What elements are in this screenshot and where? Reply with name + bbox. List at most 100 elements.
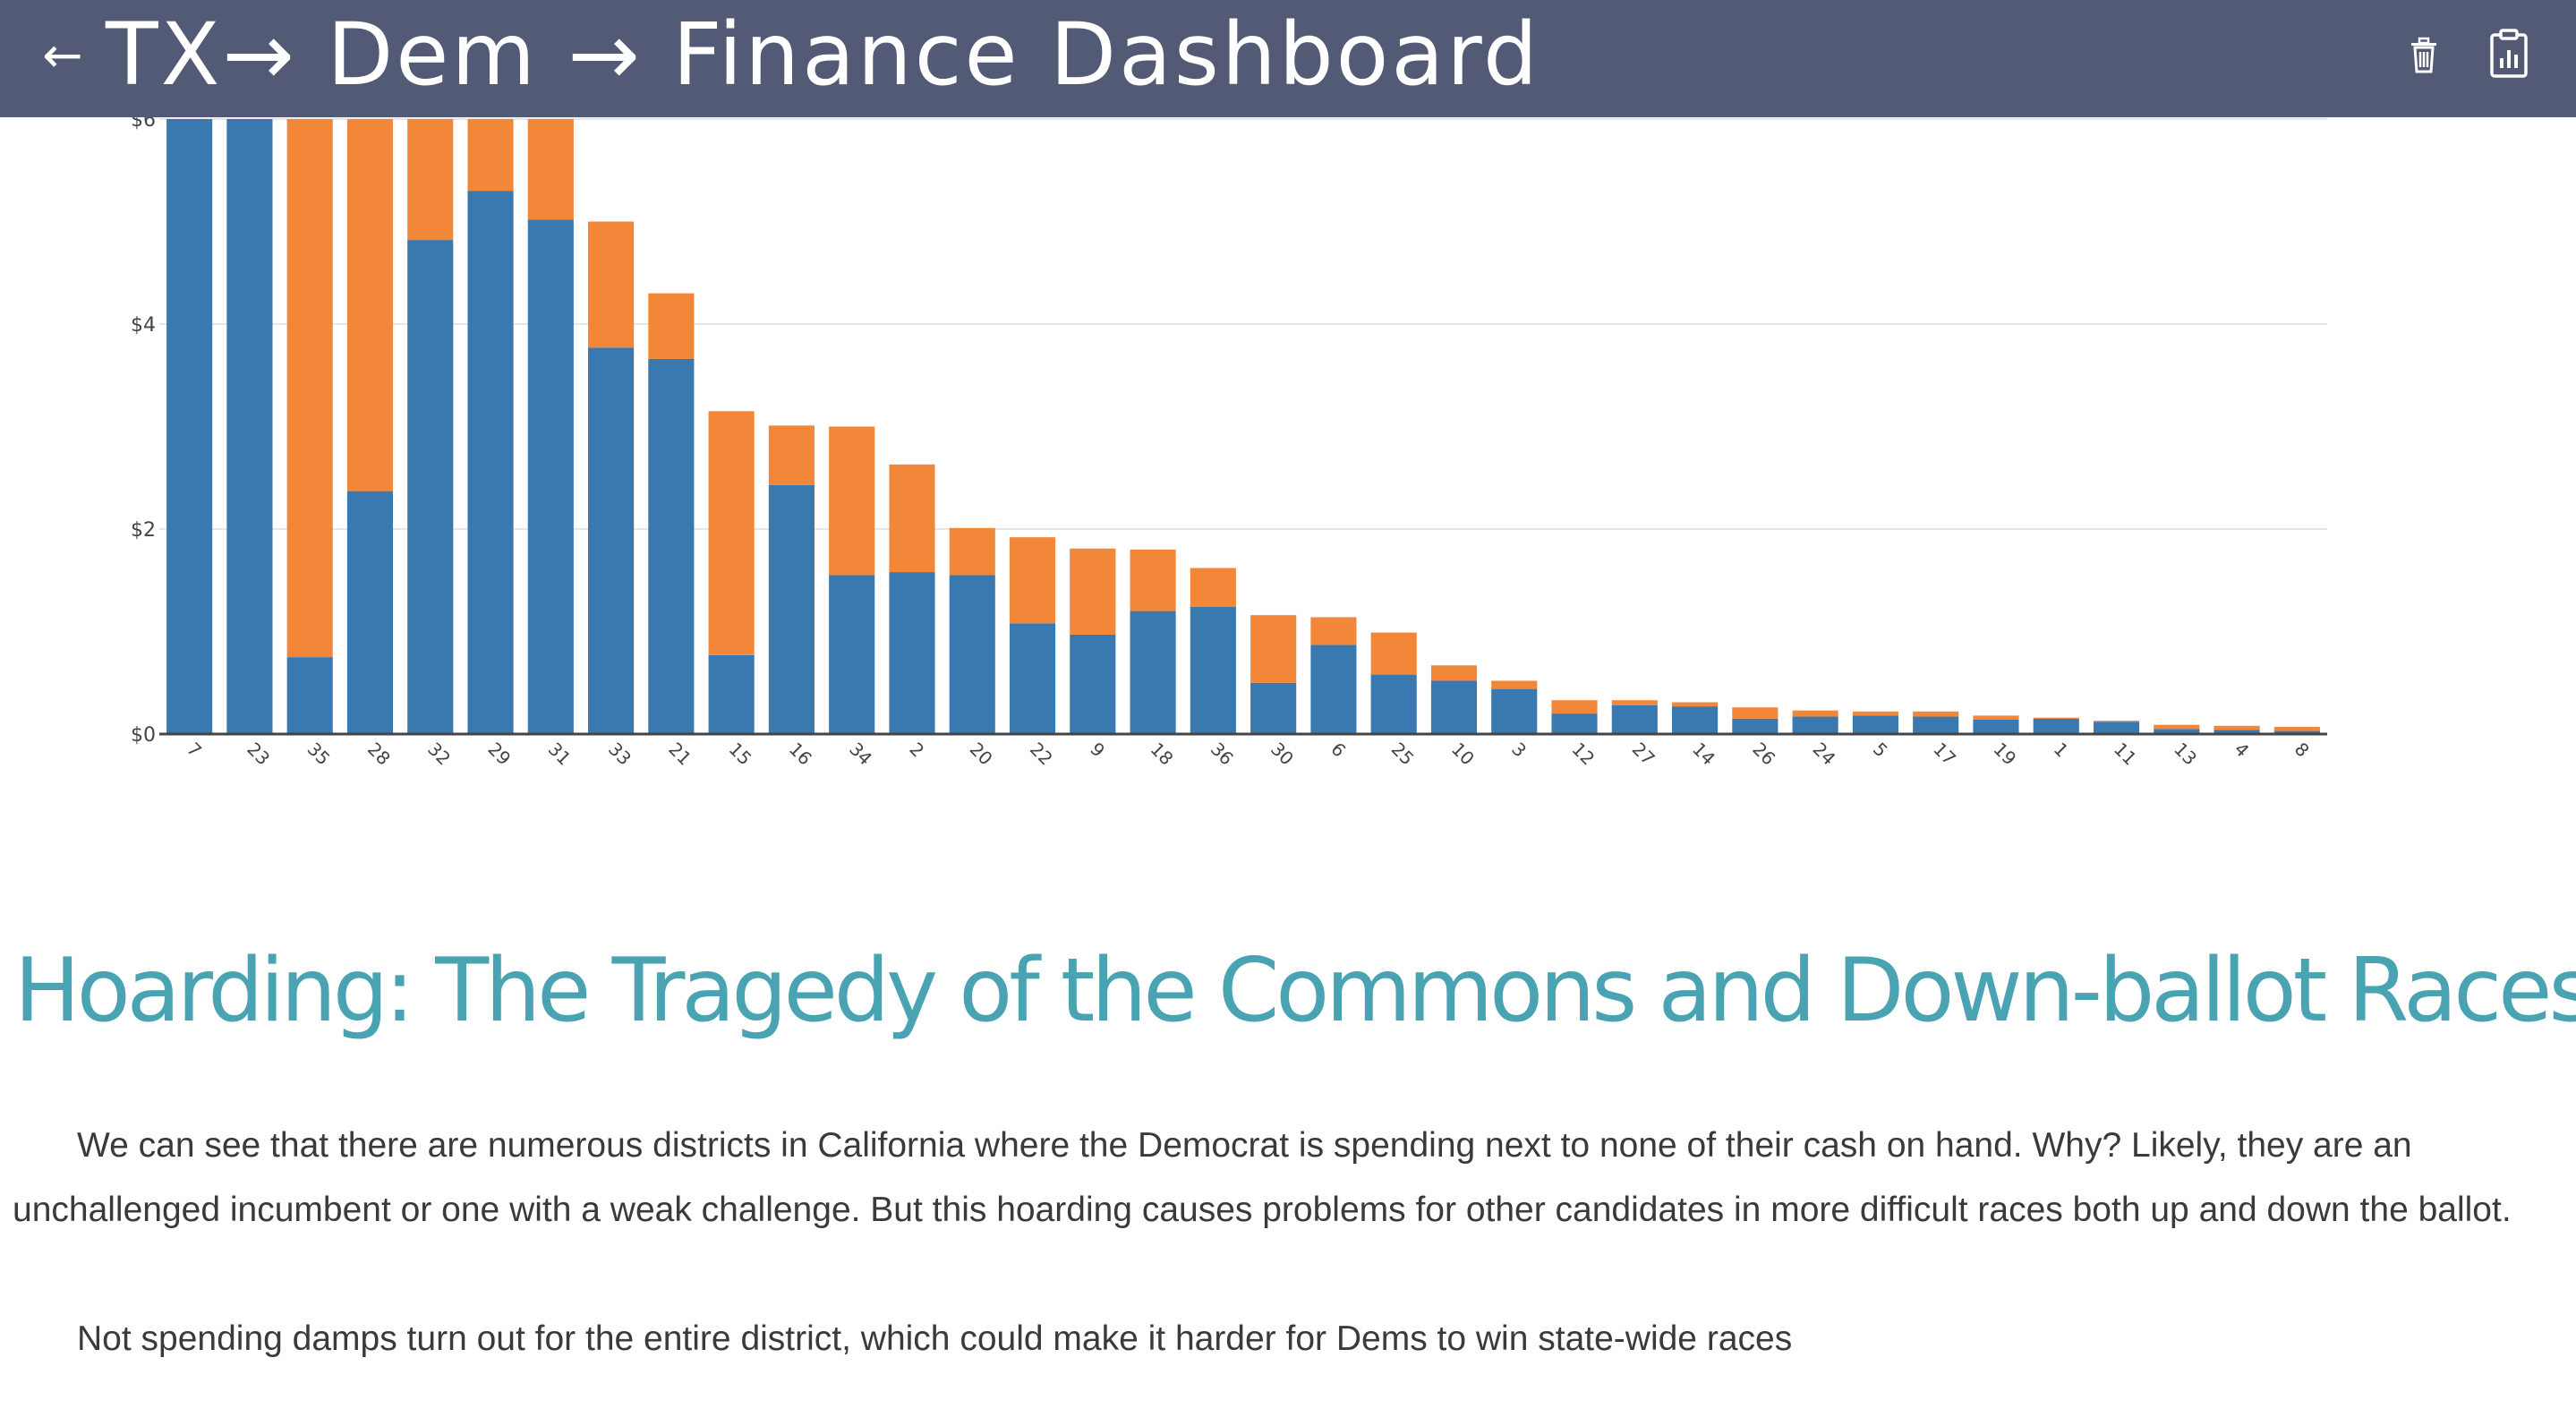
bar-segment bbox=[1852, 715, 1898, 734]
x-tick-label: 23 bbox=[243, 739, 274, 770]
bar-segment bbox=[1491, 688, 1538, 734]
arrow-left-icon: ← bbox=[42, 27, 83, 83]
delete-button[interactable] bbox=[2406, 36, 2442, 75]
bar-segment bbox=[708, 654, 755, 734]
bar-segment bbox=[1310, 617, 1357, 645]
x-tick-label: 18 bbox=[1147, 739, 1178, 770]
x-tick-label: 21 bbox=[664, 739, 695, 770]
x-tick-label: 24 bbox=[1809, 739, 1840, 770]
bar-segment bbox=[708, 411, 755, 655]
x-tick-label: 16 bbox=[785, 739, 816, 770]
bar-segment bbox=[1551, 700, 1598, 714]
bar-segment bbox=[2033, 717, 2079, 719]
bar-segment bbox=[1190, 607, 1236, 734]
bar-segment bbox=[1732, 718, 1778, 734]
bar-segment bbox=[286, 657, 333, 734]
bar-segment bbox=[1611, 704, 1658, 734]
y-tick-label: $2 bbox=[131, 519, 156, 542]
x-tick-label: 33 bbox=[604, 739, 635, 770]
bar-segment bbox=[1551, 713, 1598, 734]
bar-segment bbox=[1190, 568, 1236, 608]
x-tick-label: 1 bbox=[2050, 739, 2073, 762]
bar-segment bbox=[588, 221, 635, 348]
bar-segment bbox=[1009, 623, 1056, 734]
bar-segment bbox=[527, 219, 574, 734]
bar-segment bbox=[1792, 716, 1838, 734]
x-tick-label: 30 bbox=[1267, 739, 1298, 770]
x-tick-label: 2 bbox=[905, 739, 928, 762]
x-tick-label: 4 bbox=[2231, 739, 2254, 762]
bar-segment bbox=[2273, 726, 2320, 731]
bar-segment bbox=[527, 119, 574, 220]
bar-segment bbox=[166, 119, 213, 734]
bar-segment bbox=[346, 491, 394, 734]
bar-segment bbox=[949, 527, 995, 576]
clipboard-report-icon bbox=[2490, 29, 2528, 78]
x-tick-label: 15 bbox=[725, 739, 756, 770]
bar-segment bbox=[346, 119, 394, 491]
x-tick-label: 34 bbox=[845, 739, 876, 770]
x-tick-label: 14 bbox=[1688, 739, 1719, 770]
bar-segment bbox=[2213, 725, 2260, 730]
y-tick-label: $0 bbox=[131, 724, 156, 747]
page-title: TX→ Dem → Finance Dashboard bbox=[106, 4, 1540, 105]
x-tick-label: 27 bbox=[1628, 739, 1659, 770]
x-tick-label: 3 bbox=[1507, 739, 1531, 762]
stacked-bar-chart: $0$2$4$67 23 35 28 32 29 31 33 21 15 16 34 2 20 22 9 18 3… bbox=[131, 109, 2327, 770]
bar-segment bbox=[1130, 549, 1176, 611]
x-tick-label: 9 bbox=[1086, 739, 1109, 762]
bar-segment bbox=[1070, 634, 1116, 734]
x-tick-label: 10 bbox=[1447, 739, 1479, 770]
bar-segment bbox=[2093, 721, 2140, 722]
bar-segment bbox=[2154, 724, 2200, 730]
bar-segment bbox=[286, 119, 333, 658]
bar-segment bbox=[588, 347, 635, 734]
bar-segment bbox=[407, 119, 454, 241]
bar-segment bbox=[1070, 548, 1116, 635]
bar-segment bbox=[648, 358, 695, 734]
x-tick-label: 35 bbox=[303, 739, 335, 770]
paragraph-2: Not spending damps turn out for the enti… bbox=[77, 1319, 1793, 1358]
bar-segment bbox=[1913, 711, 1959, 717]
bar-segment bbox=[949, 575, 995, 734]
bar-segment bbox=[1250, 682, 1297, 734]
x-tick-label: 11 bbox=[2110, 739, 2141, 770]
bar-segment bbox=[889, 464, 935, 573]
bar-segment bbox=[2213, 730, 2260, 734]
app-header: ← TX→ Dem → Finance Dashboard bbox=[0, 0, 2576, 117]
x-tick-label: 5 bbox=[1869, 739, 1892, 762]
x-tick-label: 8 bbox=[2290, 739, 2314, 762]
bar-segment bbox=[768, 484, 815, 734]
bar-segment bbox=[648, 293, 695, 359]
bar-segment bbox=[1792, 710, 1838, 717]
bar-segment bbox=[2154, 729, 2200, 734]
bar-segment bbox=[1009, 537, 1056, 624]
x-tick-label: 19 bbox=[1989, 739, 2020, 770]
bar-segment bbox=[2273, 730, 2320, 734]
x-tick-label: 6 bbox=[1326, 739, 1350, 762]
section-title: Hoarding: The Tragedy of the Commons and… bbox=[14, 940, 2576, 1042]
bar-segment bbox=[1913, 716, 1959, 734]
bar-segment bbox=[829, 575, 875, 734]
bar-segment bbox=[889, 572, 935, 734]
bar-segment bbox=[1430, 665, 1478, 681]
bar-segment bbox=[829, 426, 875, 576]
bar-segment bbox=[1370, 674, 1417, 734]
x-tick-label: 20 bbox=[966, 739, 997, 770]
back-button[interactable]: ← bbox=[36, 29, 90, 82]
x-tick-label: 36 bbox=[1207, 739, 1238, 770]
bar-segment bbox=[1370, 632, 1417, 675]
bar-segment bbox=[407, 240, 454, 734]
x-tick-label: 28 bbox=[363, 739, 395, 770]
bar-segment bbox=[1732, 707, 1778, 719]
x-tick-label: 32 bbox=[423, 739, 455, 770]
x-tick-label: 13 bbox=[2170, 739, 2201, 770]
bar-segment bbox=[2093, 722, 2140, 734]
x-tick-label: 12 bbox=[1567, 739, 1599, 770]
bar-segment bbox=[1250, 615, 1297, 683]
bar-segment bbox=[1310, 645, 1357, 734]
x-tick-label: 25 bbox=[1387, 739, 1419, 770]
x-tick-label: 31 bbox=[544, 739, 576, 770]
report-button[interactable] bbox=[2488, 29, 2529, 79]
x-tick-label: 26 bbox=[1748, 739, 1779, 770]
